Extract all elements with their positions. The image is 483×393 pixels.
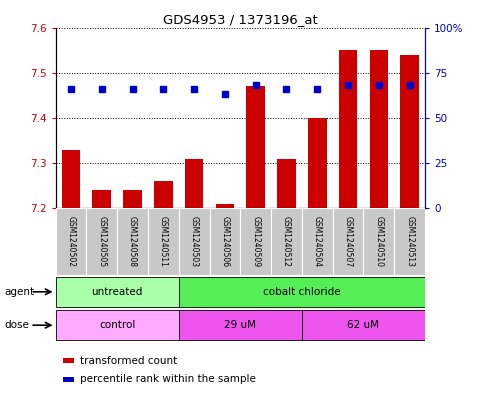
Bar — [62, 149, 80, 208]
Text: GSM1240512: GSM1240512 — [282, 216, 291, 267]
Text: 29 uM: 29 uM — [224, 320, 256, 330]
Text: GSM1240504: GSM1240504 — [313, 216, 322, 267]
Bar — [400, 55, 419, 208]
Text: GSM1240511: GSM1240511 — [159, 216, 168, 267]
Bar — [271, 208, 302, 275]
Bar — [56, 310, 179, 340]
Bar — [339, 50, 357, 208]
Bar — [246, 86, 265, 208]
Bar — [179, 277, 425, 307]
Bar — [302, 310, 425, 340]
Bar — [333, 208, 364, 275]
Bar — [185, 159, 203, 208]
Text: GSM1240507: GSM1240507 — [343, 216, 353, 267]
Text: percentile rank within the sample: percentile rank within the sample — [80, 374, 256, 384]
Bar — [63, 358, 74, 363]
Text: GSM1240506: GSM1240506 — [220, 216, 229, 267]
Text: untreated: untreated — [91, 287, 143, 297]
Bar — [394, 208, 425, 275]
Bar — [123, 190, 142, 208]
Text: agent: agent — [5, 287, 35, 297]
Bar — [56, 277, 179, 307]
Bar — [277, 159, 296, 208]
Text: dose: dose — [5, 320, 30, 330]
Title: GDS4953 / 1373196_at: GDS4953 / 1373196_at — [163, 13, 318, 26]
Bar — [302, 208, 333, 275]
Bar — [215, 204, 234, 208]
Text: control: control — [99, 320, 135, 330]
Text: GSM1240508: GSM1240508 — [128, 216, 137, 267]
Bar — [117, 208, 148, 275]
Text: GSM1240513: GSM1240513 — [405, 216, 414, 267]
Bar — [148, 208, 179, 275]
Bar — [92, 190, 111, 208]
Text: GSM1240509: GSM1240509 — [251, 216, 260, 267]
Bar — [179, 310, 302, 340]
Bar — [210, 208, 240, 275]
Bar — [364, 208, 394, 275]
Text: GSM1240505: GSM1240505 — [97, 216, 106, 267]
Text: GSM1240510: GSM1240510 — [374, 216, 384, 267]
Bar — [154, 181, 172, 208]
Bar — [369, 50, 388, 208]
Bar — [86, 208, 117, 275]
Bar — [56, 208, 86, 275]
Text: cobalt chloride: cobalt chloride — [263, 287, 341, 297]
Text: transformed count: transformed count — [80, 356, 177, 366]
Text: GSM1240503: GSM1240503 — [190, 216, 199, 267]
Text: 62 uM: 62 uM — [347, 320, 380, 330]
Bar — [179, 208, 210, 275]
Bar — [240, 208, 271, 275]
Text: GSM1240502: GSM1240502 — [67, 216, 75, 267]
Bar — [63, 377, 74, 382]
Bar — [308, 118, 327, 208]
